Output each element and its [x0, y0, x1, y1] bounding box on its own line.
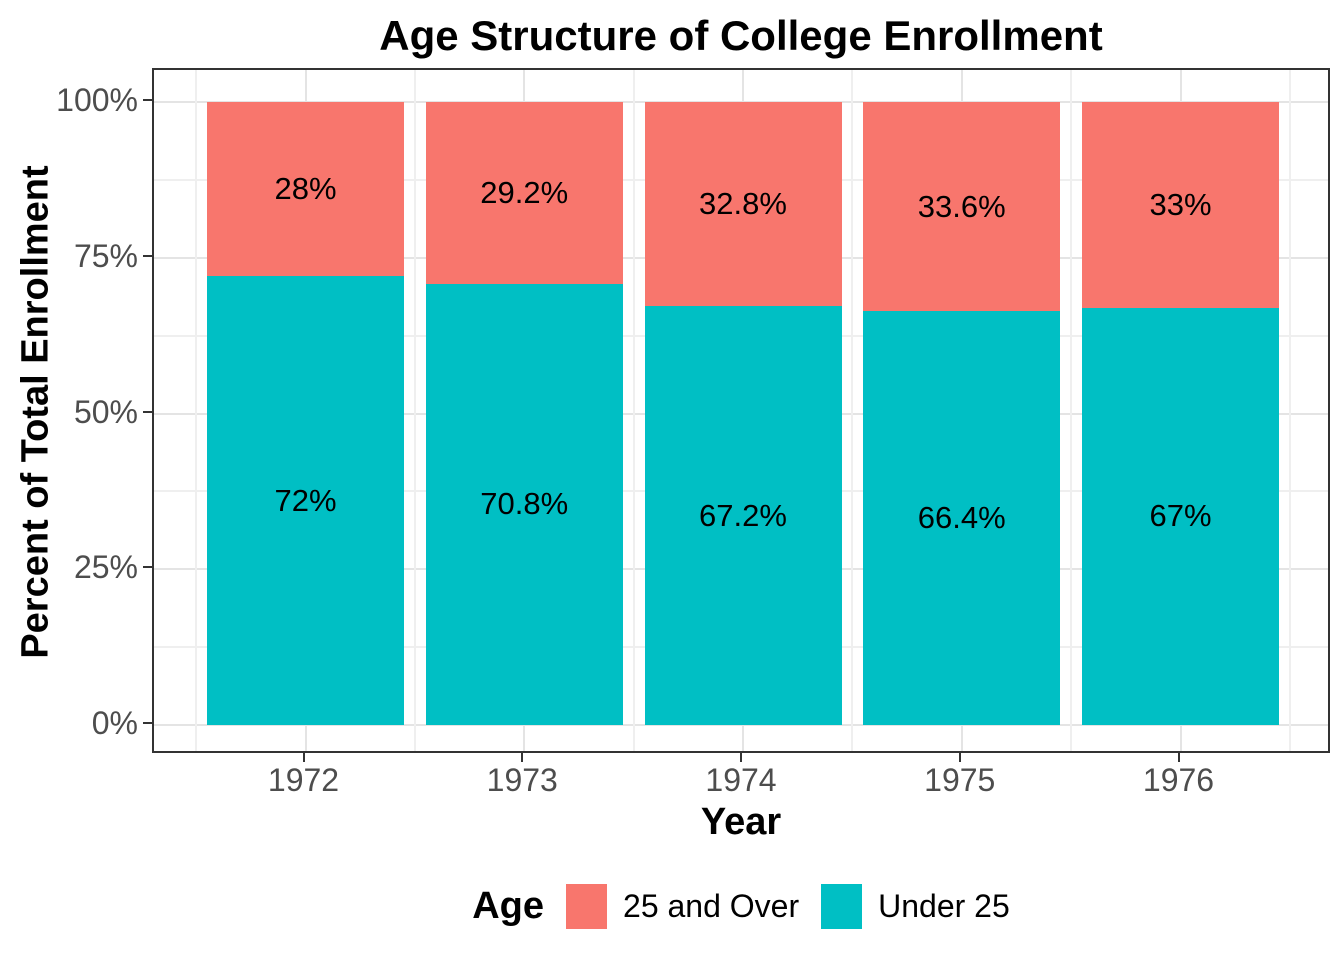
bar-segment-under-25 — [207, 276, 404, 725]
legend-label: 25 and Over — [623, 887, 800, 924]
bar-segment-25-and-over — [1082, 102, 1279, 308]
bar-value-label: 67.2% — [699, 497, 787, 533]
gridline-minor-vertical — [413, 70, 416, 751]
chart-title: Age Structure of College Enrollment — [379, 12, 1103, 59]
bar-value-label: 33% — [1149, 186, 1212, 222]
bar-value-label: 28% — [274, 171, 337, 207]
x-axis-tick — [1177, 753, 1180, 762]
bar-segment-under-25 — [425, 283, 623, 725]
y-axis-tick-label: 25% — [73, 549, 138, 586]
bar-segment-25-and-over — [644, 102, 842, 307]
gridline-minor-vertical — [195, 70, 198, 751]
bar-value-label: 66.4% — [917, 500, 1006, 536]
bar-segment-under-25 — [1082, 307, 1279, 725]
legend-item-under-25: Under 25 — [821, 883, 1010, 929]
legend-swatch-25-and-over — [566, 883, 608, 929]
y-axis-tick-label: 50% — [73, 393, 138, 430]
bar-segment-25-and-over — [207, 102, 404, 277]
y-axis-tick-label: 0% — [91, 705, 138, 741]
x-axis-tick-label: 1973 — [486, 762, 558, 798]
bar-value-label: 67% — [1149, 498, 1212, 534]
legend-swatch-under-25 — [821, 883, 863, 929]
legend: Age 25 and Over Under 25 — [152, 882, 1330, 930]
y-axis-tick — [143, 566, 152, 569]
x-axis-tick — [302, 753, 305, 762]
gridline-minor-vertical — [632, 70, 635, 751]
y-axis-tick — [143, 410, 152, 413]
x-axis-tick-label: 1976 — [1142, 762, 1215, 798]
bar-value-label: 29.2% — [480, 174, 569, 210]
y-axis-tick — [143, 722, 152, 724]
x-axis-tick-label: 1972 — [267, 762, 340, 798]
bar-segment-under-25 — [863, 311, 1061, 725]
x-axis-tick-label: 1975 — [924, 762, 996, 798]
legend-label: Under 25 — [878, 887, 1010, 924]
gridline-minor-vertical — [1288, 70, 1291, 751]
x-axis-tick — [740, 753, 742, 762]
gridline-minor-vertical — [851, 70, 854, 751]
bar-segment-25-and-over — [425, 102, 623, 284]
x-axis-title: Year — [700, 801, 782, 843]
bar-value-label: 32.8% — [699, 186, 787, 222]
plot-panel: 72% 28% 70.8% 29.2% 67.2% 32.8% 66.4% 33.6% 67% 3… — [152, 68, 1330, 753]
y-axis-tick — [143, 254, 152, 257]
legend-item-25-and-over: 25 and Over — [566, 883, 800, 929]
x-axis-tick-label: 1974 — [705, 762, 777, 798]
y-axis-tick-label: 100% — [56, 82, 138, 118]
x-axis-tick — [521, 753, 524, 762]
bar-value-label: 33.6% — [917, 188, 1006, 224]
bar-value-label: 72% — [274, 482, 337, 518]
y-axis-tick-label: 75% — [73, 237, 138, 274]
bar-value-label: 70.8% — [480, 486, 569, 522]
gridline-minor-vertical — [1070, 70, 1073, 751]
gridline-major-horizontal — [154, 724, 1328, 726]
legend-title: Age — [472, 884, 545, 927]
bar-segment-25-and-over — [863, 102, 1061, 312]
y-axis-tick — [143, 99, 152, 101]
bar-segment-under-25 — [644, 306, 842, 725]
legend-items: 25 and Over Under 25 — [566, 883, 1010, 929]
x-axis-tick — [958, 753, 961, 762]
